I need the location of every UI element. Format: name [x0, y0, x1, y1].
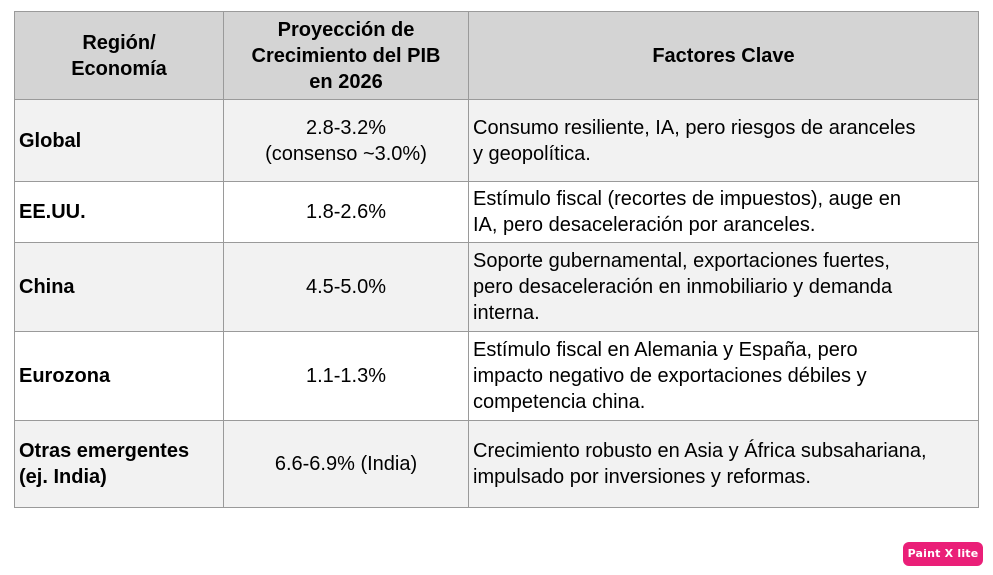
cell-gdp-growth: 4.5-5.0%: [223, 242, 469, 332]
paint-x-lite-watermark-badge: Paint X lite: [903, 542, 983, 566]
cell-gdp-growth: 1.1-1.3%: [223, 331, 469, 421]
table-row: Global 2.8-3.2% (consenso ~3.0%) Consumo…: [14, 99, 979, 182]
cell-gdp-growth: 2.8-3.2% (consenso ~3.0%): [223, 99, 469, 182]
cell-region: Eurozona: [14, 331, 224, 421]
cell-region: Otras emergentes (ej. India): [14, 420, 224, 508]
header-gdp-growth: Proyección de Crecimiento del PIB en 202…: [223, 11, 469, 100]
cell-region: Global: [14, 99, 224, 182]
cell-gdp-growth: 6.6-6.9% (India): [223, 420, 469, 508]
header-region: Región/ Economía: [14, 11, 224, 100]
cell-region: China: [14, 242, 224, 332]
cell-key-factors: Consumo resiliente, IA, pero riesgos de …: [468, 99, 979, 182]
cell-key-factors: Crecimiento robusto en Asia y África sub…: [468, 420, 979, 508]
table-row: Eurozona 1.1-1.3% Estímulo fiscal en Ale…: [14, 331, 979, 421]
table-row: Otras emergentes (ej. India) 6.6-6.9% (I…: [14, 420, 979, 508]
cell-key-factors: Estímulo fiscal en Alemania y España, pe…: [468, 331, 979, 421]
cell-key-factors: Soporte gubernamental, exportaciones fue…: [468, 242, 979, 332]
table-row: EE.UU. 1.8-2.6% Estímulo fiscal (recorte…: [14, 181, 979, 243]
header-key-factors: Factores Clave: [468, 11, 979, 100]
table-header-row: Región/ Economía Proyección de Crecimien…: [14, 11, 979, 100]
gdp-projection-table: Región/ Economía Proyección de Crecimien…: [14, 11, 979, 508]
table-row: China 4.5-5.0% Soporte gubernamental, ex…: [14, 242, 979, 332]
cell-gdp-growth: 1.8-2.6%: [223, 181, 469, 243]
cell-region: EE.UU.: [14, 181, 224, 243]
cell-key-factors: Estímulo fiscal (recortes de impuestos),…: [468, 181, 979, 243]
